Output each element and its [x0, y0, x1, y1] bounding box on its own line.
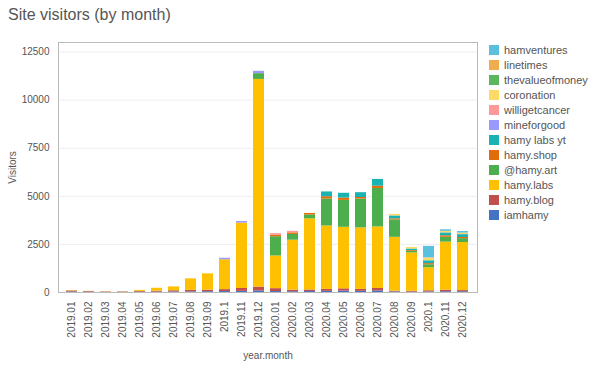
svg-text:2020.01: 2020.01 [270, 301, 281, 338]
svg-text:2020.06: 2020.06 [355, 301, 366, 338]
svg-text:2500: 2500 [27, 239, 50, 250]
html-text:linetimes: linetimes [504, 58, 548, 71]
svg-text:2020.07: 2020.07 [372, 301, 383, 338]
svg-text:2020.03: 2020.03 [304, 301, 315, 338]
svg-text:2019.06: 2019.06 [151, 301, 162, 338]
svg-text:2019.1: 2019.1 [219, 301, 230, 332]
html-text:hamy.labs: hamy.labs [504, 178, 554, 191]
svg-text:2019.03: 2019.03 [100, 301, 111, 338]
svg-text:2020.12: 2020.12 [457, 301, 468, 338]
svg-text:2019.12: 2019.12 [253, 301, 264, 338]
svg-text:2020.04: 2020.04 [321, 301, 332, 338]
html-text:hamy.blog: hamy.blog [504, 193, 554, 206]
svg-text:2019.04: 2019.04 [117, 301, 128, 338]
svg-text:2019.08: 2019.08 [185, 301, 196, 338]
svg-text:2019.01: 2019.01 [66, 301, 77, 338]
svg-text:12500: 12500 [22, 46, 50, 57]
svg-text:2019.02: 2019.02 [83, 301, 94, 338]
svg-text:5000: 5000 [27, 191, 50, 202]
html-text:willigetcancer: willigetcancer [504, 103, 570, 116]
html-text:mineforgood: mineforgood [504, 118, 566, 131]
html-text:coronation: coronation [504, 88, 556, 101]
svg-text:2020.02: 2020.02 [287, 301, 298, 338]
svg-text:2019.09: 2019.09 [202, 301, 213, 338]
svg-text:0: 0 [44, 287, 50, 298]
svg-text:2020.11: 2020.11 [440, 301, 451, 337]
svg-text:2020.08: 2020.08 [389, 301, 400, 338]
svg-text:year.month: year.month [243, 350, 292, 361]
svg-text:2020.1: 2020.1 [423, 301, 434, 332]
svg-text:2020.09: 2020.09 [406, 301, 417, 338]
svg-text:2019.05: 2019.05 [134, 301, 145, 338]
svg-text:7500: 7500 [27, 142, 50, 153]
html-text:@hamy.art: @hamy.art [504, 163, 558, 176]
svg-text:2019.07: 2019.07 [168, 301, 179, 338]
html-text:iamhamy: iamhamy [504, 208, 549, 221]
html-text:hamy labs yt: hamy labs yt [504, 133, 566, 146]
html-text:hamventures: hamventures [504, 43, 568, 56]
html-text:thevalueofmoney: thevalueofmoney [504, 73, 588, 86]
html-text:Site visitors (by month): Site visitors (by month) [8, 6, 171, 23]
svg-text:10000: 10000 [22, 94, 50, 105]
svg-text:Visitors: Visitors [7, 151, 18, 184]
svg-text:2020.05: 2020.05 [338, 301, 349, 338]
svg-text:2019.11: 2019.11 [236, 301, 247, 337]
html-text:hamy.shop: hamy.shop [504, 148, 557, 161]
